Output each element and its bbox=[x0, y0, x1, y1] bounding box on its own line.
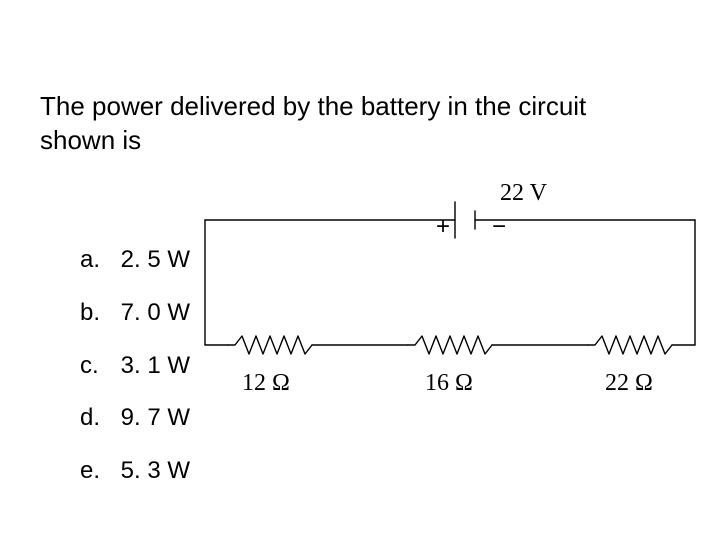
option-text: 7. 0 W bbox=[121, 299, 190, 326]
option-label: c. bbox=[80, 340, 114, 393]
battery-negative-label: − bbox=[492, 213, 506, 241]
option-b: b. 7. 0 W bbox=[80, 287, 190, 340]
battery-value-label: 22 V bbox=[500, 180, 547, 207]
option-a: a. 2. 5 W bbox=[80, 234, 190, 287]
option-label: d. bbox=[80, 392, 114, 445]
answer-options: a. 2. 5 W b. 7. 0 W c. 3. 1 W d. 9. 7 W … bbox=[40, 234, 190, 498]
option-label: b. bbox=[80, 287, 114, 340]
option-label: e. bbox=[80, 445, 114, 498]
question-text: The power delivered by the battery in th… bbox=[40, 90, 600, 158]
option-e: e. 5. 3 W bbox=[80, 445, 190, 498]
resistor-1-label: 12 Ω bbox=[242, 370, 290, 397]
option-c: c. 3. 1 W bbox=[80, 340, 190, 393]
option-text: 5. 3 W bbox=[121, 457, 190, 484]
resistor-2-label: 16 Ω bbox=[425, 370, 473, 397]
option-d: d. 9. 7 W bbox=[80, 392, 190, 445]
option-label: a. bbox=[80, 234, 114, 287]
option-text: 3. 1 W bbox=[121, 352, 190, 379]
resistor-3-label: 22 Ω bbox=[605, 370, 653, 397]
circuit-diagram: 22 V + − 12 Ω 16 Ω 22 Ω bbox=[200, 175, 710, 435]
battery-positive-label: + bbox=[436, 213, 450, 241]
option-text: 9. 7 W bbox=[121, 404, 190, 431]
option-text: 2. 5 W bbox=[121, 246, 190, 273]
slide: The power delivered by the battery in th… bbox=[0, 0, 720, 540]
